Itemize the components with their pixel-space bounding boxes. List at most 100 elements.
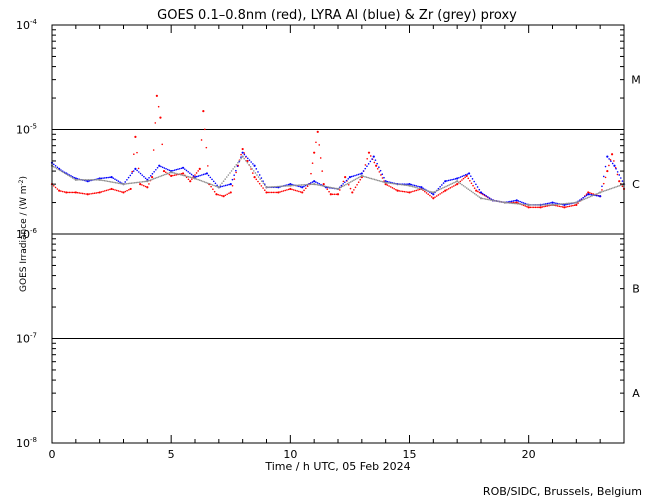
data-point (403, 184, 406, 186)
data-point (79, 179, 82, 181)
data-point (322, 183, 325, 186)
data-point (554, 203, 557, 206)
data-point (568, 205, 571, 208)
data-point (331, 193, 334, 196)
data-point (152, 149, 155, 151)
data-point (151, 172, 154, 175)
y-tick-exp: -6 (30, 227, 38, 235)
data-point (461, 183, 463, 186)
data-point (81, 179, 83, 181)
data-point (59, 169, 61, 172)
data-point (452, 185, 455, 187)
data-point (356, 177, 358, 180)
data-point (353, 189, 355, 191)
data-point (58, 189, 61, 192)
data-point (548, 204, 551, 206)
data-point (469, 179, 471, 182)
data-point (342, 183, 344, 185)
data-point (286, 185, 288, 187)
data-point (558, 205, 561, 208)
data-point (472, 184, 474, 187)
data-point (107, 189, 109, 191)
data-point (451, 182, 454, 185)
data-point (585, 193, 588, 195)
data-point (87, 179, 90, 181)
data-point (249, 166, 252, 168)
data-point (134, 167, 137, 170)
data-point (119, 182, 122, 185)
data-point (562, 202, 565, 205)
data-point (451, 178, 453, 181)
data-point (369, 155, 372, 157)
data-point (86, 193, 89, 196)
data-point (168, 172, 171, 174)
data-point (146, 186, 149, 189)
data-point (464, 174, 467, 176)
data-point (513, 202, 516, 205)
data-point (566, 202, 568, 205)
data-point (577, 202, 579, 204)
data-point (300, 184, 303, 186)
data-point (477, 190, 479, 193)
data-point (114, 189, 116, 191)
data-point (610, 187, 613, 190)
data-point (311, 183, 314, 186)
data-point (289, 184, 292, 187)
data-point (408, 184, 411, 187)
data-point (449, 179, 452, 181)
y-tick-exp: -7 (30, 332, 37, 340)
data-point (208, 182, 211, 185)
data-point (98, 191, 101, 194)
data-point (216, 185, 219, 188)
data-point (338, 187, 341, 189)
data-point (611, 162, 614, 165)
data-point (97, 179, 99, 181)
data-point (347, 183, 350, 186)
data-point (364, 164, 367, 166)
data-point (141, 180, 144, 183)
data-point (343, 184, 346, 187)
data-point (258, 174, 261, 176)
data-point (413, 186, 416, 188)
data-point (372, 155, 375, 158)
data-point (459, 176, 462, 178)
data-point (102, 179, 104, 182)
data-point (241, 155, 244, 158)
data-point (354, 186, 357, 189)
data-point (221, 182, 223, 184)
data-point (165, 173, 168, 175)
x-tick-label: 10 (283, 448, 297, 461)
data-point (415, 185, 418, 187)
data-point (348, 176, 352, 179)
data-point (341, 185, 344, 188)
data-point (97, 191, 99, 194)
data-point (160, 175, 163, 177)
data-point (163, 167, 166, 169)
data-point (594, 193, 597, 196)
data-point (478, 196, 481, 198)
data-point (229, 172, 231, 174)
data-point (366, 165, 368, 168)
data-point (543, 205, 545, 208)
data-point (173, 174, 176, 176)
data-point (374, 159, 377, 161)
data-point (296, 190, 298, 192)
data-point (313, 180, 316, 183)
data-point (338, 189, 341, 191)
data-point (319, 157, 322, 159)
data-point (76, 191, 79, 194)
data-point (570, 205, 573, 207)
data-point (488, 197, 491, 199)
data-point (432, 193, 435, 196)
data-point (607, 188, 609, 191)
data-point (394, 183, 397, 185)
data-point (621, 180, 624, 182)
data-point (485, 195, 487, 197)
data-point (71, 177, 74, 179)
data-point (175, 168, 178, 171)
data-point (122, 183, 125, 186)
data-point (251, 168, 253, 170)
data-point (486, 198, 489, 201)
data-point (531, 206, 533, 209)
data-point (590, 192, 593, 195)
